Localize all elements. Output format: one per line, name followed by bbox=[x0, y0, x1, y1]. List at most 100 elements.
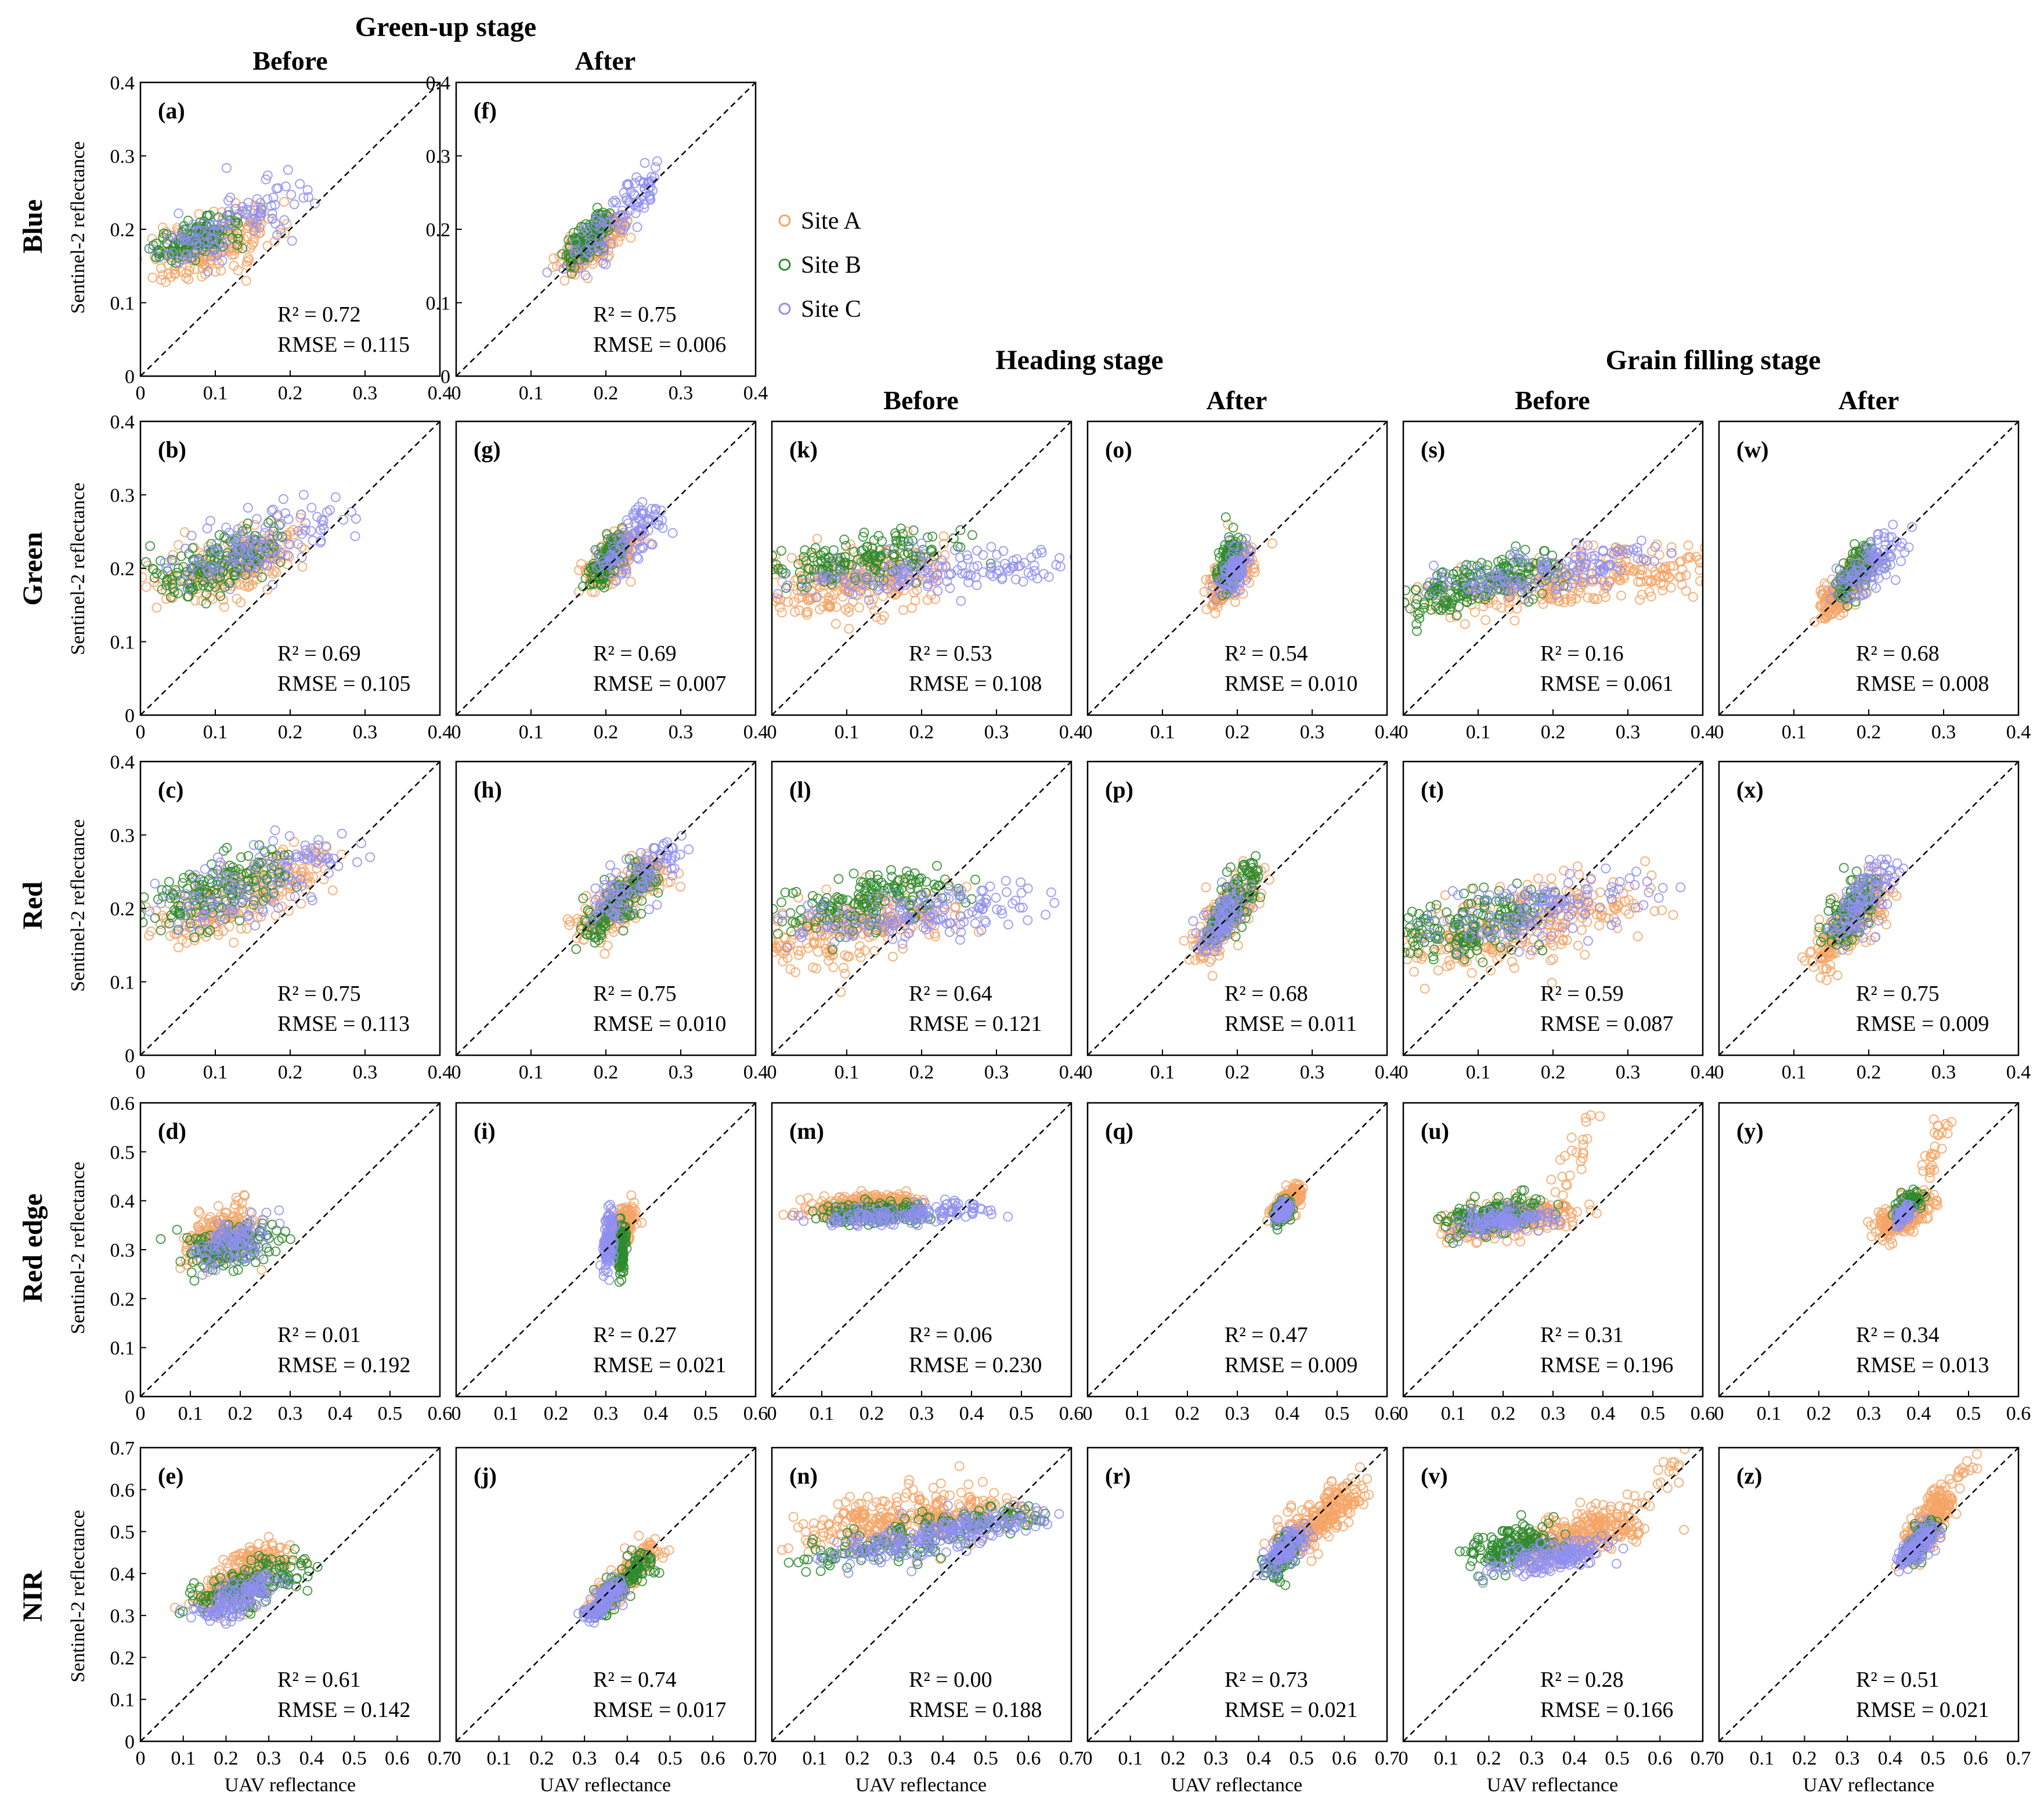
point-site-b bbox=[216, 876, 226, 887]
point-site-c bbox=[652, 900, 662, 910]
point-site-c bbox=[212, 568, 222, 579]
points-f bbox=[542, 156, 662, 286]
y-tick-label: 0.1 bbox=[110, 632, 135, 654]
point-site-c bbox=[218, 559, 228, 569]
point-site-a bbox=[600, 948, 610, 959]
point-site-b bbox=[927, 531, 938, 542]
rmse-label: RMSE = 0.108 bbox=[909, 672, 1042, 696]
point-site-c bbox=[1557, 567, 1568, 578]
legend-label-site-c: Site C bbox=[801, 296, 861, 323]
scatter-panels: 000.10.10.20.20.30.30.40.4(a)R² = 0.72RM… bbox=[110, 73, 2031, 1769]
point-site-c bbox=[223, 871, 233, 881]
point-site-c bbox=[167, 555, 178, 566]
point-site-c bbox=[1603, 561, 1613, 571]
y-tick-label: 0.3 bbox=[110, 146, 135, 168]
point-site-c bbox=[239, 894, 249, 905]
point-site-c bbox=[250, 859, 260, 870]
point-site-c bbox=[195, 225, 205, 236]
point-site-c bbox=[922, 563, 933, 573]
point-site-c bbox=[257, 540, 268, 551]
r-squared-label: R² = 0.16 bbox=[1540, 641, 1624, 666]
panel-letter: (g) bbox=[474, 436, 501, 463]
point-site-b bbox=[260, 847, 270, 857]
point-site-c bbox=[267, 534, 277, 544]
point-site-b bbox=[161, 580, 172, 590]
point-site-a bbox=[1590, 594, 1600, 604]
point-site-a bbox=[891, 589, 901, 599]
point-site-c bbox=[639, 881, 649, 891]
point-site-c bbox=[647, 515, 658, 525]
point-site-c bbox=[1520, 558, 1530, 568]
point-site-b bbox=[243, 518, 253, 529]
row-label-red: Red bbox=[17, 881, 48, 929]
point-site-c bbox=[985, 569, 995, 579]
y-tick-label: 0.4 bbox=[110, 412, 135, 433]
point-site-c bbox=[608, 197, 618, 208]
point-site-b bbox=[1419, 597, 1429, 608]
point-site-c bbox=[630, 884, 640, 894]
point-site-c bbox=[1492, 579, 1503, 590]
point-site-c bbox=[1220, 567, 1230, 577]
point-site-c bbox=[1072, 550, 1081, 558]
y-tick-label: 0.2 bbox=[110, 219, 135, 241]
point-site-c bbox=[1826, 594, 1836, 604]
x-tick-label: 0.4 bbox=[1691, 721, 1716, 743]
point-site-b bbox=[150, 913, 160, 923]
point-site-a bbox=[308, 872, 319, 882]
y-tick-label: 0.1 bbox=[110, 972, 135, 994]
point-site-c bbox=[956, 596, 966, 606]
point-site-c bbox=[261, 174, 271, 185]
legend: Site A Site B Site C bbox=[778, 208, 862, 323]
point-site-c bbox=[632, 552, 642, 562]
point-site-b bbox=[211, 888, 222, 898]
point-site-b bbox=[1448, 569, 1458, 579]
point-site-a bbox=[279, 197, 290, 207]
point-site-c bbox=[1236, 557, 1247, 567]
point-site-c bbox=[306, 892, 316, 902]
point-site-c bbox=[1871, 547, 1882, 558]
point-site-c bbox=[611, 576, 622, 586]
point-site-c bbox=[991, 560, 1002, 571]
point-site-a bbox=[801, 607, 811, 618]
point-site-c bbox=[645, 182, 656, 192]
point-site-c bbox=[852, 563, 862, 573]
point-site-c bbox=[650, 505, 660, 515]
point-site-c bbox=[282, 862, 292, 872]
point-site-c bbox=[269, 553, 279, 564]
point-site-c bbox=[658, 841, 668, 851]
point-site-c bbox=[599, 211, 609, 222]
y-tick-label: 0.1 bbox=[110, 293, 135, 315]
rmse-label: RMSE = 0.105 bbox=[277, 672, 410, 696]
point-site-a bbox=[565, 917, 575, 927]
point-site-c bbox=[1511, 579, 1521, 589]
point-site-b bbox=[244, 875, 254, 885]
point-site-b bbox=[923, 532, 933, 543]
point-site-a bbox=[1641, 576, 1652, 586]
point-site-c bbox=[264, 859, 275, 869]
point-site-c bbox=[182, 250, 193, 259]
point-site-b bbox=[1475, 567, 1485, 578]
point-site-c bbox=[577, 226, 587, 237]
point-site-b bbox=[858, 532, 868, 542]
point-site-a bbox=[1623, 562, 1634, 572]
point-site-c bbox=[972, 580, 982, 590]
point-site-b bbox=[1523, 569, 1534, 579]
point-site-a bbox=[909, 587, 919, 598]
y-tick-label: 0.3 bbox=[426, 146, 451, 168]
point-site-a bbox=[140, 572, 147, 582]
point-site-c bbox=[644, 904, 654, 915]
x-tick-label: 0.3 bbox=[353, 383, 378, 404]
point-site-b bbox=[240, 570, 251, 580]
point-site-c bbox=[1457, 579, 1467, 589]
point-site-a bbox=[562, 914, 573, 925]
point-site-c bbox=[1868, 567, 1877, 577]
point-site-a bbox=[783, 597, 793, 607]
point-site-c bbox=[233, 524, 243, 534]
point-site-c bbox=[313, 855, 323, 865]
point-site-a bbox=[229, 937, 239, 948]
point-site-c bbox=[626, 869, 636, 879]
point-site-c bbox=[164, 250, 174, 260]
point-site-c bbox=[1471, 567, 1482, 578]
point-site-c bbox=[1887, 540, 1897, 551]
